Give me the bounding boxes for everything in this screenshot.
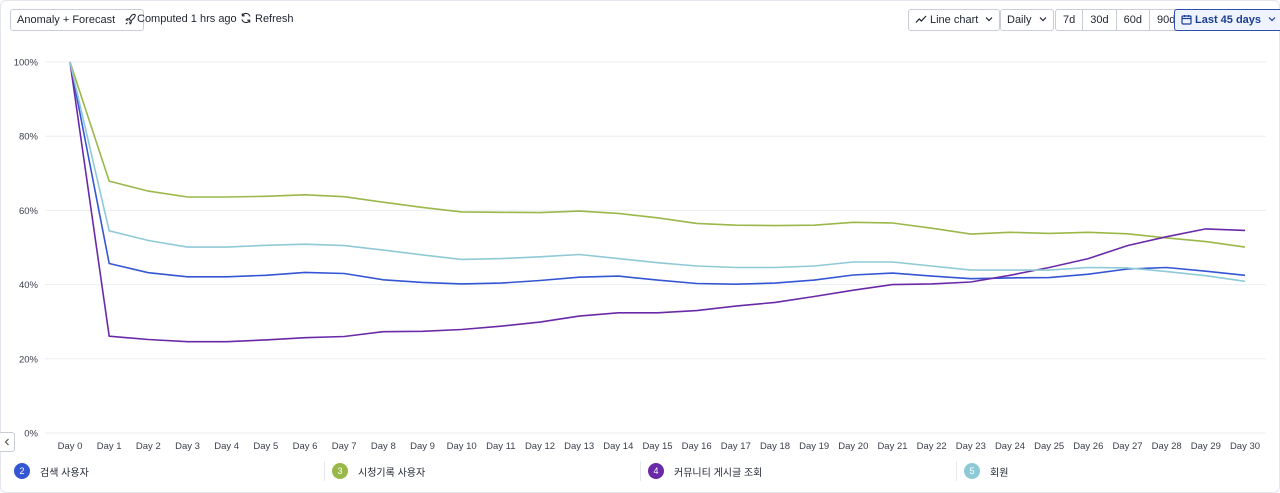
legend-item[interactable]: 3 시청기록 사용자 bbox=[332, 461, 425, 481]
x-tick-label: Day 1 bbox=[97, 441, 122, 452]
refresh-button[interactable]: Refresh bbox=[240, 9, 294, 29]
legend-item[interactable]: 2 검색 사용자 bbox=[14, 461, 89, 481]
x-tick-label: Day 6 bbox=[293, 441, 318, 452]
x-tick-label: Day 11 bbox=[486, 441, 515, 452]
chevron-left-icon bbox=[4, 438, 9, 446]
date-range-button[interactable]: Last 45 days bbox=[1174, 9, 1280, 31]
x-tick-label: Day 0 bbox=[58, 441, 83, 452]
legend-number-badge: 5 bbox=[964, 463, 980, 479]
legend-label: 회원 bbox=[990, 467, 1009, 479]
chart-type-dropdown[interactable]: Line chart bbox=[908, 9, 1001, 31]
x-tick-label: Day 15 bbox=[642, 441, 672, 452]
calendar-icon bbox=[1181, 14, 1192, 25]
x-tick-label: Day 19 bbox=[799, 441, 829, 452]
x-tick-label: Day 29 bbox=[1191, 441, 1221, 452]
series-line-5 bbox=[69, 61, 1246, 283]
retention-line-chart: 0% 20% 40% 60% 80% 100% Day 0 Day 1 Day 2 Day 3 Da… bbox=[14, 58, 1266, 452]
series-line-4 bbox=[69, 61, 1246, 343]
rocket-icon bbox=[125, 13, 136, 25]
legend-number-badge: 4 bbox=[648, 463, 664, 479]
interval-dropdown[interactable]: Daily bbox=[1000, 9, 1054, 31]
x-tick-label: Day 8 bbox=[371, 441, 396, 452]
x-tick-label: Day 3 bbox=[175, 441, 200, 452]
toolbar: Anomaly + Forecast Computed 1 hrs ago Re… bbox=[10, 9, 1280, 31]
x-tick-label: Day 24 bbox=[995, 441, 1025, 452]
chevron-down-icon bbox=[1268, 17, 1276, 22]
x-tick-label: Day 25 bbox=[1034, 441, 1064, 452]
collapse-panel-button[interactable] bbox=[0, 432, 15, 452]
y-tick-label: 40% bbox=[19, 280, 39, 291]
chart-type-label: Line chart bbox=[930, 14, 979, 26]
y-tick-label: 0% bbox=[24, 429, 38, 440]
legend-label: 검색 사용자 bbox=[40, 467, 89, 479]
x-tick-label: Day 14 bbox=[603, 441, 633, 452]
legend-number-badge: 3 bbox=[332, 463, 348, 479]
x-tick-label: Day 23 bbox=[956, 441, 986, 452]
legend-divider bbox=[956, 461, 957, 481]
x-tick-label: Day 26 bbox=[1073, 441, 1103, 452]
x-tick-label: Day 22 bbox=[917, 441, 947, 452]
series-line-3 bbox=[69, 61, 1246, 248]
x-tick-label: Day 4 bbox=[214, 441, 239, 452]
range-7d-button[interactable]: 7d bbox=[1056, 10, 1084, 30]
legend-number-badge: 2 bbox=[14, 463, 30, 479]
legend-label: 커뮤니티 게시글 조회 bbox=[674, 467, 763, 479]
x-tick-label: Day 13 bbox=[564, 441, 594, 452]
y-tick-label: 20% bbox=[19, 354, 39, 365]
line-chart-icon bbox=[915, 15, 927, 23]
x-tick-label: Day 12 bbox=[525, 441, 555, 452]
x-tick-label: Day 17 bbox=[721, 441, 751, 452]
x-tick-label: Day 21 bbox=[877, 441, 907, 452]
anomaly-forecast-label: Anomaly + Forecast bbox=[17, 14, 116, 26]
range-30d-button[interactable]: 30d bbox=[1083, 10, 1117, 30]
chevron-down-icon bbox=[985, 17, 993, 22]
computed-status: Computed 1 hrs ago bbox=[137, 13, 237, 25]
x-tick-label: Day 10 bbox=[447, 441, 477, 452]
series-line-2 bbox=[69, 61, 1246, 286]
x-tick-label: Day 27 bbox=[1112, 441, 1142, 452]
x-tick-label: Day 28 bbox=[1152, 441, 1182, 452]
legend-label: 시청기록 사용자 bbox=[358, 467, 426, 479]
x-tick-label: Day 7 bbox=[332, 441, 357, 452]
legend-item[interactable]: 5 회원 bbox=[964, 461, 1008, 481]
refresh-label: Refresh bbox=[255, 13, 294, 25]
y-tick-label: 100% bbox=[14, 58, 39, 69]
x-tick-label: Day 18 bbox=[760, 441, 790, 452]
legend-divider bbox=[640, 461, 641, 481]
x-tick-label: Day 5 bbox=[253, 441, 278, 452]
legend-divider bbox=[324, 461, 325, 481]
date-range-label: Last 45 days bbox=[1195, 14, 1262, 26]
interval-label: Daily bbox=[1007, 14, 1032, 26]
anomaly-forecast-button[interactable]: Anomaly + Forecast bbox=[10, 9, 145, 31]
y-tick-label: 80% bbox=[19, 132, 39, 143]
range-segment: 7d 30d 60d 90d bbox=[1055, 9, 1184, 31]
y-tick-label: 60% bbox=[19, 206, 39, 217]
x-tick-label: Day 16 bbox=[682, 441, 712, 452]
x-tick-label: Day 30 bbox=[1230, 441, 1260, 452]
x-tick-label: Day 2 bbox=[136, 441, 161, 452]
refresh-icon bbox=[241, 13, 251, 24]
legend: 2 검색 사용자 3 시청기록 사용자 4 커뮤니티 게시글 조회 5 회원 bbox=[14, 461, 1270, 481]
x-tick-label: Day 20 bbox=[838, 441, 868, 452]
x-tick-label: Day 9 bbox=[410, 441, 435, 452]
chevron-down-icon bbox=[1039, 17, 1046, 22]
legend-item[interactable]: 4 커뮤니티 게시글 조회 bbox=[648, 461, 762, 481]
range-90d-button[interactable]: 90d bbox=[1156, 14, 1176, 26]
range-60d-button[interactable]: 60d bbox=[1117, 10, 1150, 30]
